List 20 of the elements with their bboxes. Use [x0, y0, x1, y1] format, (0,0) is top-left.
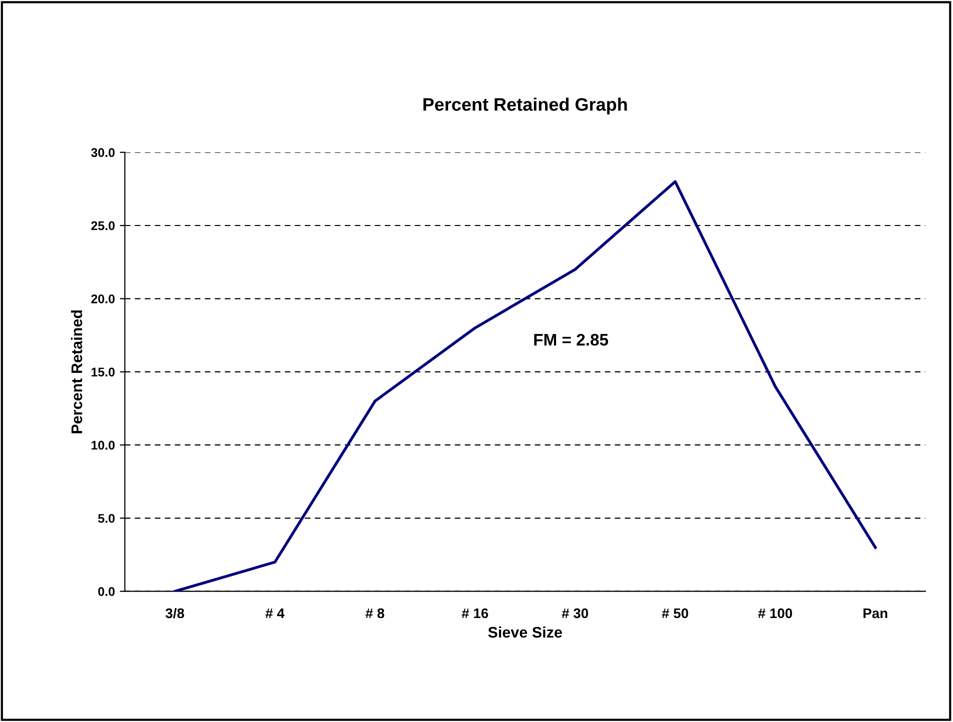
x-tick-label: 3/8 [166, 608, 184, 618]
x-axis-title: Sieve Size [488, 626, 562, 638]
annotation: FM = 2.85 [534, 334, 608, 346]
x-tick-label: # 30 [562, 608, 588, 618]
y-tick-label: 5.0 [98, 514, 115, 523]
x-tick-label: # 100 [758, 608, 792, 618]
chart-title: Percent Retained Graph [423, 98, 627, 114]
y-tick-label: 20.0 [91, 294, 115, 304]
x-tick-label: # 8 [366, 608, 384, 618]
x-tick-label: # 4 [266, 608, 285, 618]
y-tick-label: 25.0 [91, 221, 115, 230]
x-tick-label: # 50 [662, 608, 688, 618]
y-axis-title: Percent Retained [70, 310, 82, 434]
x-tick-label: Pan [864, 608, 888, 618]
y-tick-label: 10.0 [92, 440, 115, 450]
line-series [173, 180, 877, 592]
y-tick-label: 0.0 [98, 587, 115, 596]
y-tick-label: 30.0 [91, 148, 115, 158]
y-tick-label: 15.0 [92, 368, 115, 376]
x-tick-label: # 16 [462, 608, 488, 618]
